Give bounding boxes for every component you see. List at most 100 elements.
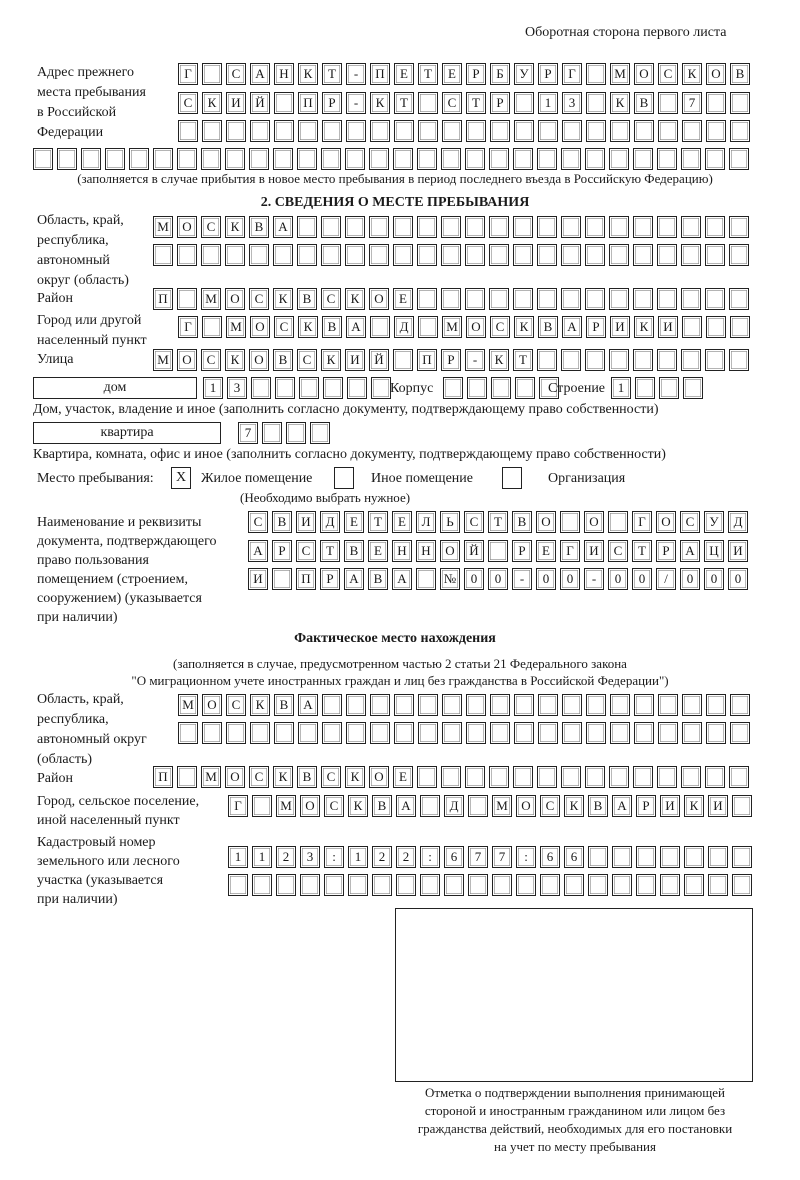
char-cell[interactable]: Т: [488, 511, 508, 533]
char-cell[interactable]: [658, 120, 678, 142]
char-cell[interactable]: [491, 377, 511, 399]
char-cell[interactable]: [489, 766, 509, 788]
char-cell[interactable]: С: [442, 92, 462, 114]
char-cell[interactable]: К: [225, 349, 245, 371]
char-cell[interactable]: [561, 148, 581, 170]
char-cell[interactable]: 0: [464, 568, 484, 590]
char-cell[interactable]: [538, 694, 558, 716]
char-cell[interactable]: [322, 120, 342, 142]
char-cell[interactable]: О: [177, 216, 197, 238]
char-cell[interactable]: [441, 244, 461, 266]
char-cell[interactable]: В: [634, 92, 654, 114]
char-cell[interactable]: [730, 316, 750, 338]
char-cell[interactable]: С: [680, 511, 700, 533]
char-cell[interactable]: [657, 148, 677, 170]
char-cell[interactable]: В: [538, 316, 558, 338]
char-cell[interactable]: [681, 349, 701, 371]
char-cell[interactable]: А: [344, 568, 364, 590]
char-cell[interactable]: [609, 349, 629, 371]
char-cell[interactable]: С: [321, 288, 341, 310]
char-cell[interactable]: [153, 148, 173, 170]
char-cell[interactable]: [514, 694, 534, 716]
char-cell[interactable]: [585, 244, 605, 266]
char-cell[interactable]: С: [464, 511, 484, 533]
char-cell[interactable]: [634, 722, 654, 744]
char-cell[interactable]: А: [396, 795, 416, 817]
char-cell[interactable]: [274, 722, 294, 744]
char-cell[interactable]: [416, 568, 436, 590]
char-cell[interactable]: П: [153, 766, 173, 788]
char-cell[interactable]: [636, 846, 656, 868]
char-cell[interactable]: [561, 766, 581, 788]
char-cell[interactable]: 0: [680, 568, 700, 590]
char-cell[interactable]: [273, 244, 293, 266]
char-cell[interactable]: В: [512, 511, 532, 533]
char-cell[interactable]: [249, 148, 269, 170]
char-cell[interactable]: [249, 244, 269, 266]
char-cell[interactable]: [513, 244, 533, 266]
char-cell[interactable]: О: [225, 288, 245, 310]
char-cell[interactable]: [466, 722, 486, 744]
char-cell[interactable]: В: [297, 766, 317, 788]
char-cell[interactable]: [441, 216, 461, 238]
char-cell[interactable]: [561, 244, 581, 266]
house-type-field[interactable]: дом: [33, 377, 197, 399]
char-cell[interactable]: [706, 694, 726, 716]
char-cell[interactable]: [297, 148, 317, 170]
char-cell[interactable]: К: [370, 92, 390, 114]
char-cell[interactable]: [346, 120, 366, 142]
char-cell[interactable]: Т: [418, 63, 438, 85]
char-cell[interactable]: 0: [728, 568, 748, 590]
char-cell[interactable]: К: [345, 766, 365, 788]
char-cell[interactable]: О: [250, 316, 270, 338]
char-cell[interactable]: [490, 722, 510, 744]
char-cell[interactable]: [178, 722, 198, 744]
char-cell[interactable]: Н: [274, 63, 294, 85]
char-cell[interactable]: Д: [394, 316, 414, 338]
char-cell[interactable]: [252, 795, 272, 817]
char-cell[interactable]: [444, 874, 464, 896]
char-cell[interactable]: К: [610, 92, 630, 114]
char-cell[interactable]: [310, 422, 330, 444]
char-cell[interactable]: [562, 120, 582, 142]
char-cell[interactable]: Р: [466, 63, 486, 85]
char-cell[interactable]: [538, 722, 558, 744]
char-cell[interactable]: [683, 377, 703, 399]
char-cell[interactable]: С: [178, 92, 198, 114]
char-cell[interactable]: [226, 120, 246, 142]
char-cell[interactable]: :: [420, 846, 440, 868]
char-cell[interactable]: [393, 244, 413, 266]
char-cell[interactable]: [609, 216, 629, 238]
char-cell[interactable]: [489, 244, 509, 266]
char-cell[interactable]: [658, 694, 678, 716]
char-cell[interactable]: [705, 349, 725, 371]
char-cell[interactable]: А: [298, 694, 318, 716]
char-cell[interactable]: Е: [392, 511, 412, 533]
char-cell[interactable]: Т: [513, 349, 533, 371]
char-cell[interactable]: [729, 148, 749, 170]
char-cell[interactable]: [297, 216, 317, 238]
char-cell[interactable]: [729, 244, 749, 266]
char-cell[interactable]: 1: [348, 846, 368, 868]
char-cell[interactable]: [489, 148, 509, 170]
char-cell[interactable]: [322, 694, 342, 716]
char-cell[interactable]: [488, 540, 508, 562]
char-cell[interactable]: [394, 120, 414, 142]
char-cell[interactable]: 0: [536, 568, 556, 590]
char-cell[interactable]: [732, 874, 752, 896]
char-cell[interactable]: [228, 874, 248, 896]
char-cell[interactable]: 6: [564, 846, 584, 868]
char-cell[interactable]: [708, 874, 728, 896]
actual-region-row-2[interactable]: [178, 722, 754, 744]
char-cell[interactable]: №: [440, 568, 460, 590]
char-cell[interactable]: А: [562, 316, 582, 338]
char-cell[interactable]: Р: [490, 92, 510, 114]
cadastral-row-2[interactable]: [228, 874, 756, 896]
char-cell[interactable]: Г: [632, 511, 652, 533]
doc-row-3[interactable]: И П Р А В А № 0 0-0 0-0 0/0 0 0: [248, 568, 752, 590]
char-cell[interactable]: О: [634, 63, 654, 85]
char-cell[interactable]: С: [249, 766, 269, 788]
char-cell[interactable]: [492, 874, 512, 896]
